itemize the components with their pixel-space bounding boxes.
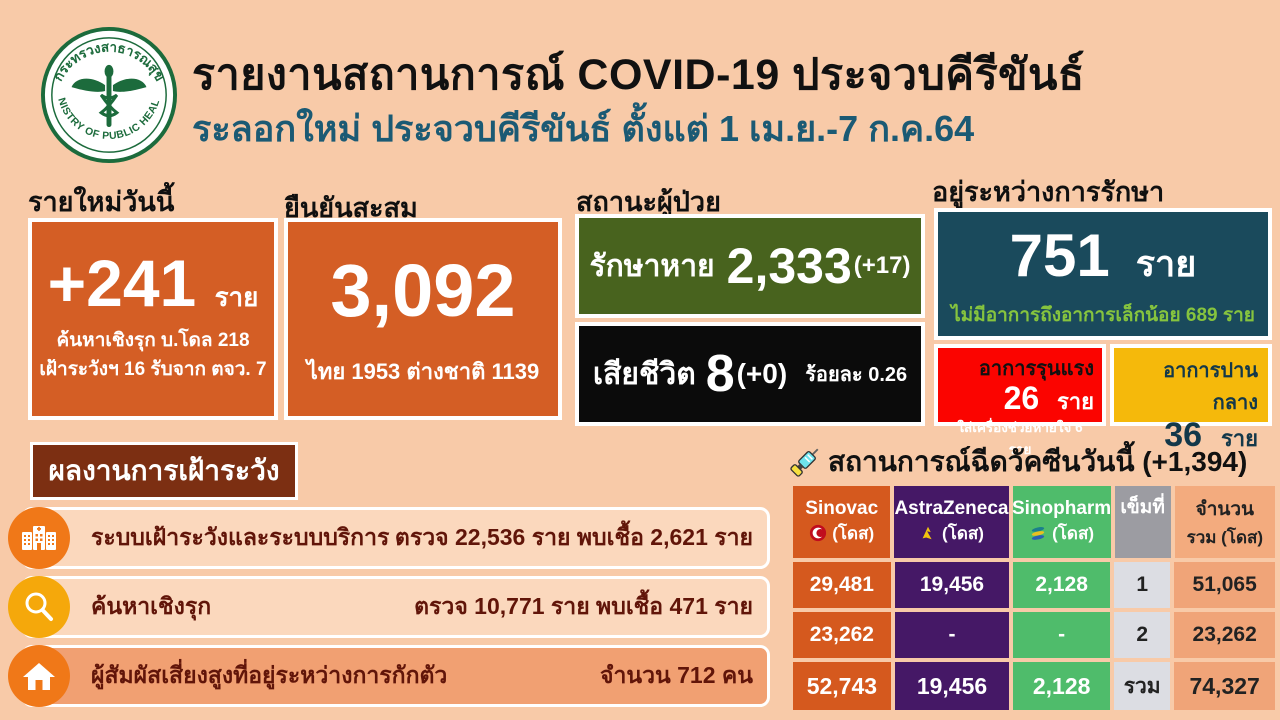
cell: 1 bbox=[1114, 562, 1171, 608]
vaccination-table: Sinovac (โดส) AstraZeneca (โดส) Sinophar… bbox=[793, 486, 1275, 710]
cumulative-box: 3,092 ไทย 1953 ต่างชาติ 1139 bbox=[284, 218, 562, 420]
astrazeneca-logo bbox=[919, 524, 937, 542]
column-sub: รวม (โดส) bbox=[1186, 527, 1264, 547]
surveillance-row-label: ระบบเฝ้าระวังและระบบบริการ bbox=[91, 524, 390, 550]
new-cases-unit: ราย bbox=[214, 282, 259, 312]
caduceus-icon bbox=[71, 64, 147, 128]
home-icon bbox=[8, 645, 70, 707]
severe-value: 26 bbox=[1003, 380, 1040, 416]
cumulative-detail: ไทย 1953 ต่างชาติ 1139 bbox=[306, 359, 540, 384]
surveillance-row-result: ตรวจ 10,771 ราย พบเชื้อ 471 ราย bbox=[414, 593, 753, 619]
new-cases-detail-1: ค้นหาเชิงรุก บ.โดล 218 bbox=[56, 330, 250, 351]
hospital-icon bbox=[8, 507, 70, 569]
column-label: เข็มที่ bbox=[1120, 497, 1165, 518]
magnifier-icon bbox=[8, 576, 70, 638]
surveillance-heading-label: ผลงานการเฝ้าระวัง bbox=[48, 455, 280, 486]
in-treatment-unit: ราย bbox=[1135, 243, 1197, 284]
column-header-dose-number: เข็มที่ bbox=[1114, 486, 1171, 558]
report-subtitle: ระลอกใหม่ ประจวบคีรีขันธ์ ตั้งแต่ 1 เม.ย… bbox=[192, 108, 975, 149]
cell: 19,456 bbox=[894, 562, 1010, 608]
recovered-value: 2,333 bbox=[726, 238, 852, 294]
column-label: Sinopharm bbox=[1011, 497, 1112, 519]
surveillance-row-service-system: ระบบเฝ้าระวังและระบบบริการ ตรวจ 22,536 ร… bbox=[22, 507, 770, 569]
column-sub: (โดส) bbox=[942, 523, 984, 543]
column-label: จำนวน bbox=[1195, 498, 1255, 520]
in-treatment-value: 751 bbox=[1009, 222, 1110, 289]
deaths-delta: (+0) bbox=[736, 358, 788, 389]
new-cases-box: +241 ราย ค้นหาเชิงรุก บ.โดล 218 เฝ้าระวั… bbox=[28, 218, 278, 420]
in-treatment-box: 751 ราย ไม่มีอาการถึงอาการเล็กน้อย 689 ร… bbox=[934, 208, 1272, 340]
cell: 2,128 bbox=[1013, 662, 1111, 710]
severe-cases-box: อาการรุนแรง 26 ราย ใส่เครื่องช่วยหายใจ 6… bbox=[934, 344, 1106, 457]
new-cases-detail-2: เฝ้าระวังฯ 16 รับจาก ตจว. 7 bbox=[39, 359, 267, 381]
moderate-unit: ราย bbox=[1220, 426, 1258, 451]
column-header-total: จำนวน รวม (โดส) bbox=[1174, 486, 1275, 558]
cell: 2 bbox=[1114, 612, 1171, 658]
sinopharm-logo bbox=[1029, 524, 1047, 542]
sinovac-logo bbox=[809, 524, 827, 542]
deaths-percent: ร้อยละ 0.26 bbox=[805, 364, 908, 386]
recovered-label: รักษาหาย bbox=[589, 249, 715, 283]
cell: 23,262 bbox=[1174, 612, 1275, 658]
surveillance-row-result: ตรวจ 22,536 ราย พบเชื้อ 2,621 ราย bbox=[394, 524, 753, 550]
cell: - bbox=[894, 612, 1010, 658]
column-header-sinopharm: Sinopharm (โดส) bbox=[1011, 486, 1112, 558]
column-label: AstraZeneca bbox=[894, 497, 1009, 519]
new-cases-value: +241 bbox=[47, 246, 197, 320]
table-row-dose2: 23,262 - - 2 23,262 bbox=[793, 612, 1275, 658]
cell: - bbox=[1013, 612, 1111, 658]
report-title: รายงานสถานการณ์ COVID-19 ประจวบคีรีขันธ์ bbox=[192, 51, 1085, 99]
cumulative-value: 3,092 bbox=[330, 249, 516, 332]
syringe-icon bbox=[786, 443, 824, 481]
cell: รวม bbox=[1114, 662, 1171, 710]
severe-unit: ราย bbox=[1056, 389, 1094, 414]
column-header-sinovac: Sinovac (โดส) bbox=[793, 486, 891, 558]
vaccination-heading-label: สถานการณ์ฉีดวัคซีนวันนี้ (+1,394) bbox=[828, 446, 1248, 477]
cell: 2,128 bbox=[1013, 562, 1111, 608]
patient-status-heading: สถานะผู้ป่วย bbox=[576, 187, 721, 217]
cell: 74,327 bbox=[1174, 662, 1275, 710]
surveillance-row-label: ผู้สัมผัสเสี่ยงสูงที่อยู่ระหว่างการกักตั… bbox=[91, 662, 448, 688]
surveillance-row-quarantine: ผู้สัมผัสเสี่ยงสูงที่อยู่ระหว่างการกักตั… bbox=[22, 645, 770, 707]
recovered-box: รักษาหาย 2,333 (+17) bbox=[575, 214, 925, 318]
moderate-value: 36 bbox=[1164, 416, 1203, 454]
cell: 51,065 bbox=[1174, 562, 1275, 608]
column-sub: (โดส) bbox=[1052, 523, 1094, 543]
surveillance-heading: ผลงานการเฝ้าระวัง bbox=[30, 442, 298, 500]
column-sub: (โดส) bbox=[832, 523, 875, 543]
column-label: Sinovac bbox=[805, 497, 879, 519]
moderate-cases-box: อาการปานกลาง 36 ราย bbox=[1110, 344, 1272, 452]
ventilator-detail: ใส่เครื่องช่วยหายใจ 6 ราย bbox=[957, 419, 1083, 457]
deaths-label: เสียชีวิต bbox=[592, 357, 696, 391]
severe-label: อาการรุนแรง bbox=[978, 358, 1094, 380]
new-cases-heading: รายใหม่วันนี้ bbox=[28, 187, 175, 217]
surveillance-row-label: ค้นหาเชิงรุก bbox=[91, 593, 212, 619]
cell: 23,262 bbox=[793, 612, 891, 658]
deaths-value: 8 bbox=[705, 345, 735, 403]
deaths-box: เสียชีวิต 8 (+0) ร้อยละ 0.26 bbox=[575, 322, 925, 426]
in-treatment-heading: อยู่ระหว่างการรักษา bbox=[932, 177, 1165, 207]
cell: 29,481 bbox=[793, 562, 891, 608]
recovered-delta: (+17) bbox=[853, 252, 911, 279]
mild-cases-detail: ไม่มีอาการถึงอาการเล็กน้อย 689 ราย bbox=[951, 305, 1255, 326]
cell: 19,456 bbox=[894, 662, 1010, 710]
cell: 52,743 bbox=[793, 662, 891, 710]
ministry-of-public-health-logo: กระทรวงสาธารณสุข MINISTRY OF PUBLIC HEAL… bbox=[40, 26, 178, 164]
moderate-label: อาการปานกลาง bbox=[1163, 360, 1258, 414]
vaccination-table-header: Sinovac (โดส) AstraZeneca (โดส) Sinophar… bbox=[793, 486, 1275, 558]
surveillance-row-active-case-finding: ค้นหาเชิงรุก ตรวจ 10,771 ราย พบเชื้อ 471… bbox=[22, 576, 770, 638]
surveillance-row-result: จำนวน 712 คน bbox=[599, 662, 753, 688]
column-header-astrazeneca: AstraZeneca (โดส) bbox=[894, 486, 1009, 558]
table-row-dose1: 29,481 19,456 2,128 1 51,065 bbox=[793, 562, 1275, 608]
table-row-total: 52,743 19,456 2,128 รวม 74,327 bbox=[793, 662, 1275, 710]
vaccination-heading: สถานการณ์ฉีดวัคซีนวันนี้ (+1,394) bbox=[786, 440, 1247, 484]
